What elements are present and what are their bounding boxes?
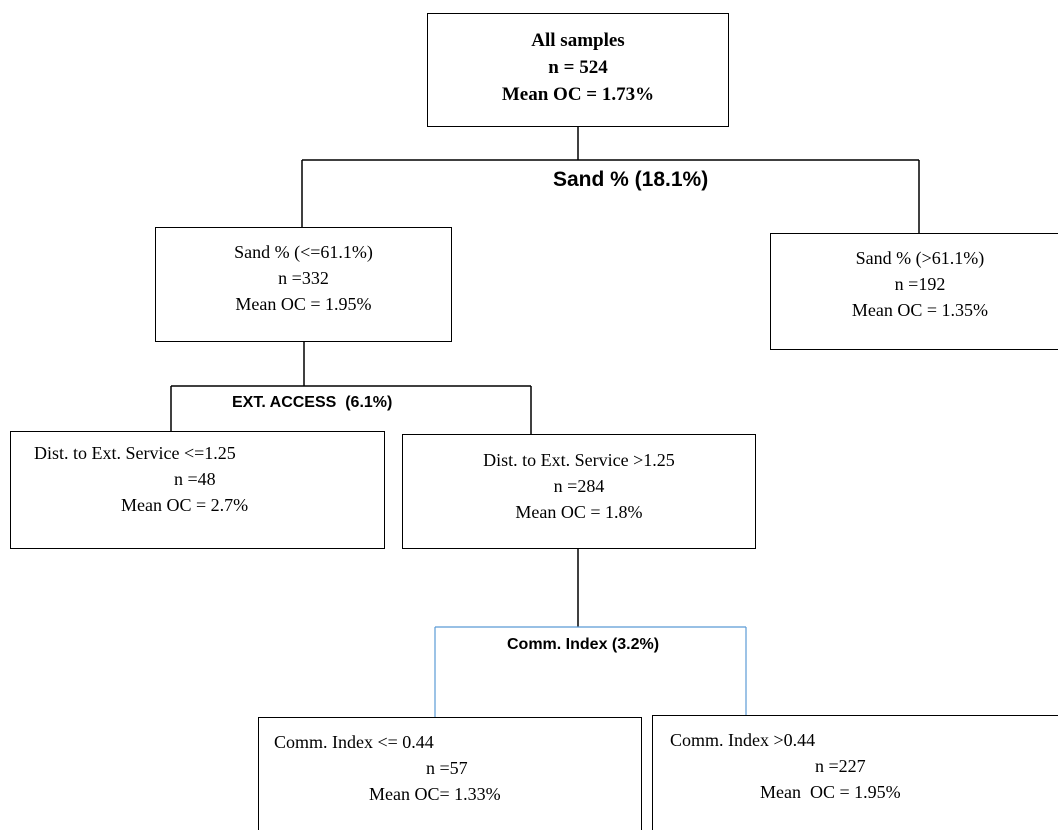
node-sand-high: Sand % (>61.1%) n =192 Mean OC = 1.35% — [770, 233, 1058, 350]
node-dist-high-condition: Dist. to Ext. Service >1.25 — [483, 450, 675, 470]
node-dist-high-count: n =284 — [553, 476, 605, 496]
node-comm-high-condition: Comm. Index >0.44 — [670, 730, 816, 750]
node-dist-low-condition: Dist. to Ext. Service <=1.25 — [34, 443, 236, 463]
node-dist-high: Dist. to Ext. Service >1.25 n =284 Mean … — [402, 434, 756, 549]
root-sample-count: n = 524 — [548, 57, 608, 78]
root-node: All samples n = 524 Mean OC = 1.73% — [427, 13, 729, 127]
node-comm-high: Comm. Index >0.44 n =227 Mean OC = 1.95% — [652, 715, 1058, 830]
node-sand-high-mean: Mean OC = 1.35% — [851, 300, 989, 320]
node-dist-low-mean: Mean OC = 2.7% — [121, 495, 249, 515]
node-sand-high-count: n =192 — [894, 274, 946, 294]
node-sand-low-mean: Mean OC = 1.95% — [235, 294, 372, 314]
node-sand-low-condition: Sand % (<=61.1%) — [234, 242, 373, 262]
node-comm-low-condition: Comm. Index <= 0.44 — [274, 732, 434, 752]
split-label-sand: Sand % (18.1%) — [553, 168, 709, 191]
root-mean-oc: Mean OC = 1.73% — [501, 84, 655, 105]
node-sand-high-condition: Sand % (>61.1%) — [855, 248, 985, 268]
node-comm-low-count: n =57 — [426, 758, 468, 778]
node-sand-low: Sand % (<=61.1%) n =332 Mean OC = 1.95% — [155, 227, 452, 342]
node-dist-low: Dist. to Ext. Service <=1.25 n =48 Mean … — [10, 431, 385, 549]
node-comm-high-mean: Mean OC = 1.95% — [760, 782, 901, 802]
node-comm-low-mean: Mean OC= 1.33% — [369, 784, 501, 804]
root-title: All samples — [531, 30, 625, 51]
node-dist-high-mean: Mean OC = 1.8% — [515, 502, 643, 522]
split-label-comm-index: Comm. Index (3.2%) — [507, 636, 660, 653]
node-dist-low-count: n =48 — [174, 469, 216, 489]
node-sand-low-count: n =332 — [278, 268, 329, 288]
split-label-ext-access: EXT. ACCESS (6.1%) — [232, 394, 393, 411]
node-comm-high-count: n =227 — [815, 756, 866, 776]
node-comm-low: Comm. Index <= 0.44 n =57 Mean OC= 1.33% — [258, 717, 642, 830]
